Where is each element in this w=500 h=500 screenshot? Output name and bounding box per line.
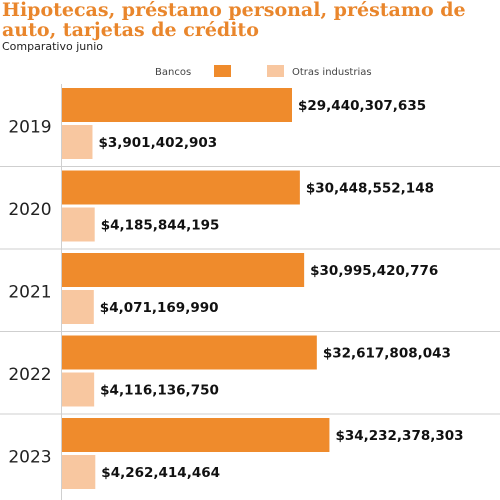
data-label-bancos: $30,448,552,148 bbox=[306, 181, 434, 197]
legend-swatch-0 bbox=[214, 65, 231, 77]
data-label-otras-industrias: $3,901,402,903 bbox=[98, 135, 217, 151]
data-label-otras-industrias: $4,116,136,750 bbox=[100, 383, 219, 399]
bar-otras-industrias bbox=[62, 455, 96, 489]
year-label: 2021 bbox=[8, 282, 51, 302]
chart-title: Hipotecas, préstamo personal, préstamo d… bbox=[2, 0, 466, 41]
bar-bancos bbox=[62, 418, 330, 452]
bar-otras-industrias bbox=[62, 207, 95, 242]
data-label-otras-industrias: $4,185,844,195 bbox=[101, 218, 220, 234]
year-label: 2019 bbox=[8, 117, 51, 137]
data-label-bancos: $34,232,378,303 bbox=[335, 428, 463, 444]
data-label-otras-industrias: $4,071,169,990 bbox=[100, 300, 219, 316]
bar-bancos bbox=[62, 335, 317, 370]
legend-label-1: Otras industrias bbox=[292, 67, 372, 78]
bar-otras-industrias bbox=[62, 125, 93, 159]
year-label: 2023 bbox=[8, 447, 51, 467]
data-label-bancos: $29,440,307,635 bbox=[298, 98, 426, 114]
legend-label-0: Bancos bbox=[155, 67, 191, 78]
bar-otras-industrias bbox=[62, 290, 94, 324]
bar-bancos bbox=[62, 170, 300, 205]
year-label: 2022 bbox=[8, 365, 51, 385]
data-label-otras-industrias: $4,262,414,464 bbox=[101, 465, 220, 481]
data-label-bancos: $30,995,420,776 bbox=[310, 263, 438, 279]
bar-bancos bbox=[62, 88, 292, 122]
legend-swatch-1 bbox=[267, 65, 284, 77]
chart-subtitle: Comparativo junio bbox=[2, 40, 104, 53]
bar-bancos bbox=[62, 253, 305, 287]
bar-otras-industrias bbox=[62, 372, 95, 407]
year-label: 2020 bbox=[8, 200, 51, 220]
data-label-bancos: $32,617,808,043 bbox=[323, 346, 451, 362]
